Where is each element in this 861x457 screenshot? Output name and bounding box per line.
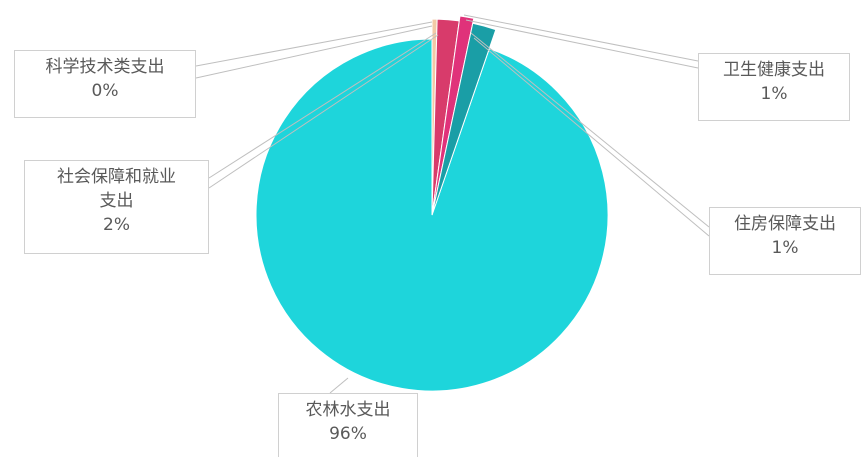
- leader-line-agriculture: [329, 377, 349, 394]
- leader-line-social-security: [208, 32, 437, 179]
- leader-line-housing: [470, 32, 710, 228]
- leader-line-sci-tech-2: [195, 25, 433, 79]
- data-label-housing: 住房保障支出 1%: [709, 207, 861, 275]
- data-label-sci-tech-value: 0%: [91, 81, 119, 101]
- pie-slice-housing: [431, 22, 497, 216]
- data-label-social-security-value: 2%: [103, 215, 130, 235]
- data-label-social-security: 社会保障和就业 支出 2%: [24, 160, 209, 254]
- leader-line-health-2: [465, 19, 699, 69]
- data-label-agriculture-value: 96%: [329, 424, 367, 444]
- data-label-health-value: 1%: [760, 84, 788, 104]
- leader-line-social-security-2: [208, 34, 439, 189]
- data-label-agriculture-name: 农林水支出: [305, 400, 391, 420]
- data-label-social-security-name-line1: 社会保障和就业: [57, 167, 176, 187]
- leader-line-housing-2: [473, 37, 710, 237]
- data-label-housing-name: 住房保障支出: [734, 214, 836, 234]
- data-label-social-security-name-line2: 支出: [99, 191, 134, 211]
- leader-line-health: [463, 14, 699, 62]
- leader-line-sci-tech: [195, 21, 433, 67]
- data-label-housing-value: 1%: [771, 238, 799, 258]
- data-label-agriculture: 农林水支出 96%: [278, 393, 418, 457]
- data-label-health: 卫生健康支出 1%: [698, 53, 850, 121]
- data-label-sci-tech-name: 科学技术类支出: [45, 57, 165, 77]
- data-label-health-name: 卫生健康支出: [723, 60, 825, 80]
- data-label-sci-tech: 科学技术类支出 0%: [14, 50, 196, 118]
